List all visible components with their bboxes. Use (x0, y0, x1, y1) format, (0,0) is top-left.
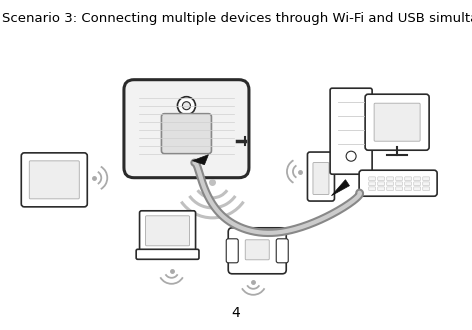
FancyBboxPatch shape (405, 177, 412, 181)
FancyBboxPatch shape (124, 80, 249, 178)
Polygon shape (193, 155, 209, 165)
FancyBboxPatch shape (387, 177, 394, 181)
FancyBboxPatch shape (369, 182, 375, 185)
FancyBboxPatch shape (228, 228, 286, 274)
FancyBboxPatch shape (161, 114, 211, 154)
Text: Scenario 3: Connecting multiple devices through Wi-Fi and USB simultaneously: Scenario 3: Connecting multiple devices … (2, 12, 472, 25)
Circle shape (177, 97, 195, 115)
FancyBboxPatch shape (226, 239, 238, 263)
FancyBboxPatch shape (140, 211, 195, 253)
FancyBboxPatch shape (414, 187, 421, 190)
FancyBboxPatch shape (405, 182, 412, 185)
Text: 4: 4 (232, 306, 240, 320)
FancyBboxPatch shape (369, 187, 375, 190)
FancyBboxPatch shape (423, 177, 430, 181)
FancyBboxPatch shape (378, 177, 384, 181)
FancyBboxPatch shape (365, 94, 429, 150)
FancyBboxPatch shape (414, 182, 421, 185)
FancyBboxPatch shape (396, 187, 403, 190)
FancyBboxPatch shape (387, 182, 394, 185)
FancyBboxPatch shape (145, 216, 190, 246)
FancyBboxPatch shape (396, 182, 403, 185)
FancyBboxPatch shape (136, 249, 199, 259)
FancyBboxPatch shape (378, 182, 384, 185)
FancyBboxPatch shape (405, 187, 412, 190)
FancyBboxPatch shape (276, 239, 288, 263)
FancyBboxPatch shape (245, 240, 269, 260)
Circle shape (183, 102, 190, 110)
FancyBboxPatch shape (313, 163, 329, 195)
Polygon shape (331, 180, 349, 196)
FancyBboxPatch shape (307, 152, 335, 201)
FancyBboxPatch shape (378, 187, 384, 190)
FancyBboxPatch shape (369, 177, 375, 181)
FancyBboxPatch shape (387, 187, 394, 190)
FancyBboxPatch shape (21, 153, 87, 207)
FancyBboxPatch shape (374, 103, 420, 141)
FancyBboxPatch shape (414, 177, 421, 181)
FancyBboxPatch shape (359, 170, 437, 196)
Circle shape (346, 151, 356, 161)
FancyBboxPatch shape (29, 161, 79, 199)
FancyBboxPatch shape (330, 88, 372, 174)
FancyBboxPatch shape (396, 177, 403, 181)
FancyBboxPatch shape (423, 187, 430, 190)
FancyBboxPatch shape (423, 182, 430, 185)
